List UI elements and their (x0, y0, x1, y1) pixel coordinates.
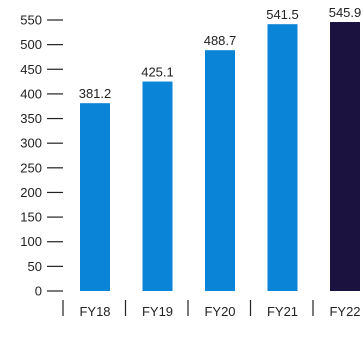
y-tick-label: 450 (20, 62, 42, 77)
data-label-fy20: 488.7 (204, 33, 237, 48)
x-category-label: FY19 (142, 304, 173, 319)
y-tick-label: 300 (20, 136, 42, 151)
x-axis: FY18 FY19 FY20 FY21 FY22 (62, 300, 361, 319)
y-tick-label: 200 (20, 185, 42, 200)
bar-fy22 (330, 22, 360, 292)
data-label-fy18: 381.2 (79, 86, 112, 101)
x-category-label: FY22 (329, 304, 360, 319)
x-category-label: FY21 (267, 304, 298, 319)
y-tick-label: 350 (20, 111, 42, 126)
data-label-fy19: 425.1 (141, 65, 174, 80)
bar-fy20 (205, 50, 235, 292)
y-tick-label: 550 (20, 13, 42, 28)
bar-fy21 (267, 24, 298, 292)
data-labels: 381.2 425.1 488.7 541.5 545.9 (79, 5, 362, 101)
x-category-label: FY18 (79, 304, 110, 319)
y-tick-label: 100 (20, 234, 42, 249)
y-tick-label: 0 (35, 284, 42, 299)
y-tick-label: 500 (20, 37, 42, 52)
data-label-fy21: 541.5 (266, 7, 299, 22)
bar-fy18 (80, 103, 110, 291)
y-tick-label: 250 (20, 160, 42, 175)
bars (80, 22, 360, 292)
x-category-label: FY20 (204, 304, 235, 319)
bar-fy19 (142, 81, 173, 292)
y-tick-label: 400 (20, 86, 42, 101)
y-axis: 0 50 100 150 200 250 300 350 400 450 500 550 (20, 13, 63, 299)
data-label-fy22: 545.9 (329, 5, 362, 20)
y-tick-label: 50 (28, 259, 42, 274)
y-tick-label: 150 (20, 210, 42, 225)
